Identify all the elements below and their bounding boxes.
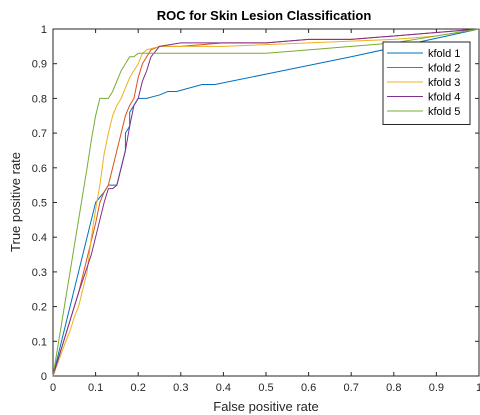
x-tick-label: 0.1 (88, 382, 103, 394)
legend-entries: kfold 1 kfold 2 kfold 3 kfold 4 kfold 5 (387, 48, 460, 118)
series-lines (52, 28, 480, 377)
x-tick-label: 1 (476, 382, 480, 394)
x-tick-label: 0.9 (429, 382, 444, 394)
legend-box (382, 41, 471, 125)
legend-label: kfold 3 (428, 77, 460, 89)
y-axis: 0 0.1 0.2 0.3 0.4 0.5 0.6 0.7 0.8 0.9 1 (32, 24, 479, 383)
x-axis: 0 0.1 0.2 0.3 0.4 0.5 0.6 0.7 0.8 0.9 1 (50, 29, 480, 394)
y-tick-label: 0.2 (32, 302, 47, 314)
y-tick-label: 0.4 (32, 232, 47, 244)
legend-label: kfold 4 (428, 92, 460, 104)
y-tick-label: 0.1 (32, 336, 47, 348)
legend-label: kfold 5 (428, 106, 460, 118)
y-tick-label: 0.5 (32, 198, 47, 210)
x-tick-label: 0 (50, 382, 56, 394)
legend: kfold 1 kfold 2 kfold 3 kfold 4 kfold 5 (382, 41, 471, 125)
x-tick-label: 0.7 (344, 382, 359, 394)
y-tick-label: 0.6 (32, 163, 47, 175)
chart-title: ROC for Skin Lesion Classification (157, 8, 372, 23)
y-tick-label: 0 (41, 371, 47, 383)
y-axis-label: True positive rate (8, 152, 23, 252)
legend-label: kfold 2 (428, 63, 460, 75)
x-tick-label: 0.4 (216, 382, 231, 394)
y-tick-label: 0.8 (32, 93, 47, 105)
x-tick-label: 0.5 (258, 382, 273, 394)
series-line-kfold-3 (52, 28, 480, 377)
series-line-kfold-5 (52, 28, 480, 377)
x-tick-label: 0.3 (173, 382, 188, 394)
legend-label: kfold 1 (428, 48, 460, 60)
y-tick-label: 1 (41, 24, 47, 36)
y-tick-label: 0.9 (32, 59, 47, 71)
y-tick-label: 0.7 (32, 128, 47, 140)
x-tick-label: 0.6 (301, 382, 316, 394)
x-axis-label: False positive rate (213, 399, 319, 414)
series-line-kfold-4 (52, 28, 480, 377)
x-tick-label: 0.8 (386, 382, 401, 394)
y-tick-label: 0.3 (32, 267, 47, 279)
x-tick-label: 0.2 (131, 382, 146, 394)
